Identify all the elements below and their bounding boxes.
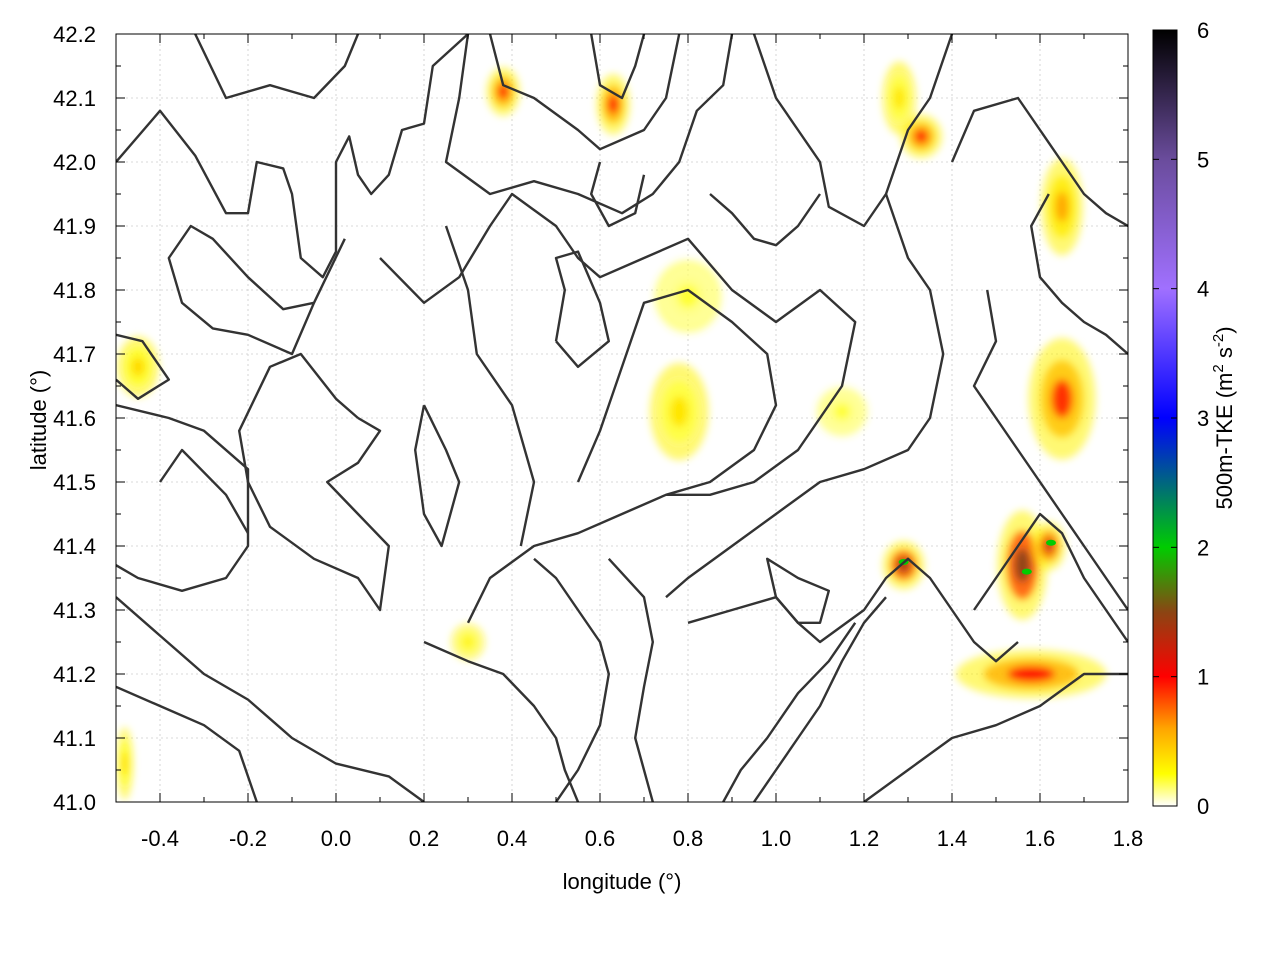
contour-line [533, 557, 610, 802]
y-tick-label: 41.2 [53, 662, 96, 687]
y-tick-label: 41.7 [53, 342, 96, 367]
contour-line [444, 34, 734, 215]
tke-blob-core [1007, 666, 1055, 682]
contour-line [753, 596, 887, 802]
contour-line [444, 225, 536, 547]
contour-line [423, 640, 580, 802]
contour-line [116, 596, 425, 802]
tke-blob-core [131, 357, 145, 377]
y-tick-label: 42.1 [53, 86, 96, 111]
contour-line [973, 512, 1128, 643]
contour-line [576, 288, 778, 496]
x-tick-label: 0.2 [409, 826, 440, 851]
tke-blob-core [122, 752, 128, 776]
y-tick-label: 42.0 [53, 150, 96, 175]
x-tick-label: 1.8 [1113, 826, 1144, 851]
x-axis-label: longitude (°) [563, 869, 682, 894]
y-tick-label: 41.5 [53, 470, 96, 495]
tke-blob-core [669, 396, 689, 427]
y-axis-ticks: 41.0 41.1 41.2 41.3 41.4 41.5 41.6 41.7 41.8 41.9… [53, 22, 1128, 815]
contour-line [116, 333, 170, 400]
contour-line [116, 34, 469, 279]
tke-peak [1021, 568, 1032, 575]
contour-line [116, 685, 258, 802]
x-tick-label: 0.6 [585, 826, 616, 851]
contour-line [488, 34, 681, 151]
y-tick-label: 41.1 [53, 726, 96, 751]
contour-line [863, 672, 1128, 802]
tke-blob-core [607, 94, 619, 114]
contour-line [167, 224, 346, 356]
colorbar-tick-label: 1 [1197, 665, 1209, 690]
tke-blob-core [1055, 191, 1069, 223]
tke-blob-core [914, 129, 928, 144]
colorbar-tick-label: 3 [1197, 406, 1209, 431]
contour-line [950, 96, 1128, 228]
contour-line [554, 250, 610, 368]
contour-line [194, 34, 360, 100]
contour-line [665, 193, 945, 599]
x-tick-label: 1.6 [1025, 826, 1056, 851]
tke-blob-core [1014, 547, 1031, 583]
colorbar-tick-label: 0 [1197, 794, 1209, 819]
tke-blob-core [834, 403, 850, 420]
contour-line [379, 192, 857, 624]
y-tick-label: 41.6 [53, 406, 96, 431]
colorbar-tick-label: 5 [1197, 147, 1209, 172]
contour-line [709, 193, 821, 247]
contour-line [414, 404, 461, 548]
terrain-contours [116, 34, 1128, 802]
colorbar-tick-label: 4 [1197, 277, 1209, 302]
colorbar-ticks: 0 1 2 3 4 5 6 [1153, 18, 1209, 819]
contour-line [752, 34, 954, 228]
contour-line [590, 161, 646, 228]
contour-line [116, 404, 250, 592]
colorbar-tick-label: 2 [1197, 535, 1209, 560]
y-tick-label: 41.0 [53, 790, 96, 815]
y-tick-label: 42.2 [53, 22, 96, 47]
contour-line [607, 557, 654, 802]
contour-line [590, 34, 646, 100]
x-axis-ticks: -0.4 -0.2 0.0 0.2 0.4 0.6 0.8 1.0 1.2 1.4 1.6 1.8 [115, 34, 1144, 851]
y-tick-label: 41.8 [53, 278, 96, 303]
colorbar-tick-label: 6 [1197, 18, 1209, 43]
x-tick-label: 1.4 [937, 826, 968, 851]
tke-blob-layer [116, 61, 1107, 801]
y-axis-label: latitude (°) [26, 370, 51, 471]
x-tick-label: 0.0 [321, 826, 352, 851]
tke-field [116, 61, 1107, 801]
y-tick-label: 41.9 [53, 214, 96, 239]
x-tick-label: 1.2 [849, 826, 880, 851]
contour-line [722, 622, 857, 802]
x-tick-label: 0.8 [673, 826, 704, 851]
contour-line [238, 352, 390, 612]
contour-line [1030, 193, 1128, 355]
tke-blob-core [497, 83, 509, 100]
contour-line [159, 448, 250, 534]
x-tick-label: -0.4 [141, 826, 179, 851]
x-tick-label: -0.2 [229, 826, 267, 851]
contour-line [972, 289, 1128, 611]
contour-line [766, 557, 830, 624]
tke-peak [1046, 539, 1056, 546]
colorbar-label: 500m-TKE (m2 s-2) [1210, 326, 1237, 509]
y-tick-label: 41.4 [53, 534, 96, 559]
tke-blob-core [1051, 379, 1073, 418]
tke-blob-core [462, 636, 474, 648]
x-tick-label: 0.4 [497, 826, 528, 851]
x-tick-label: 1.0 [761, 826, 792, 851]
tke-blob-core [893, 86, 905, 110]
y-tick-label: 41.3 [53, 598, 96, 623]
